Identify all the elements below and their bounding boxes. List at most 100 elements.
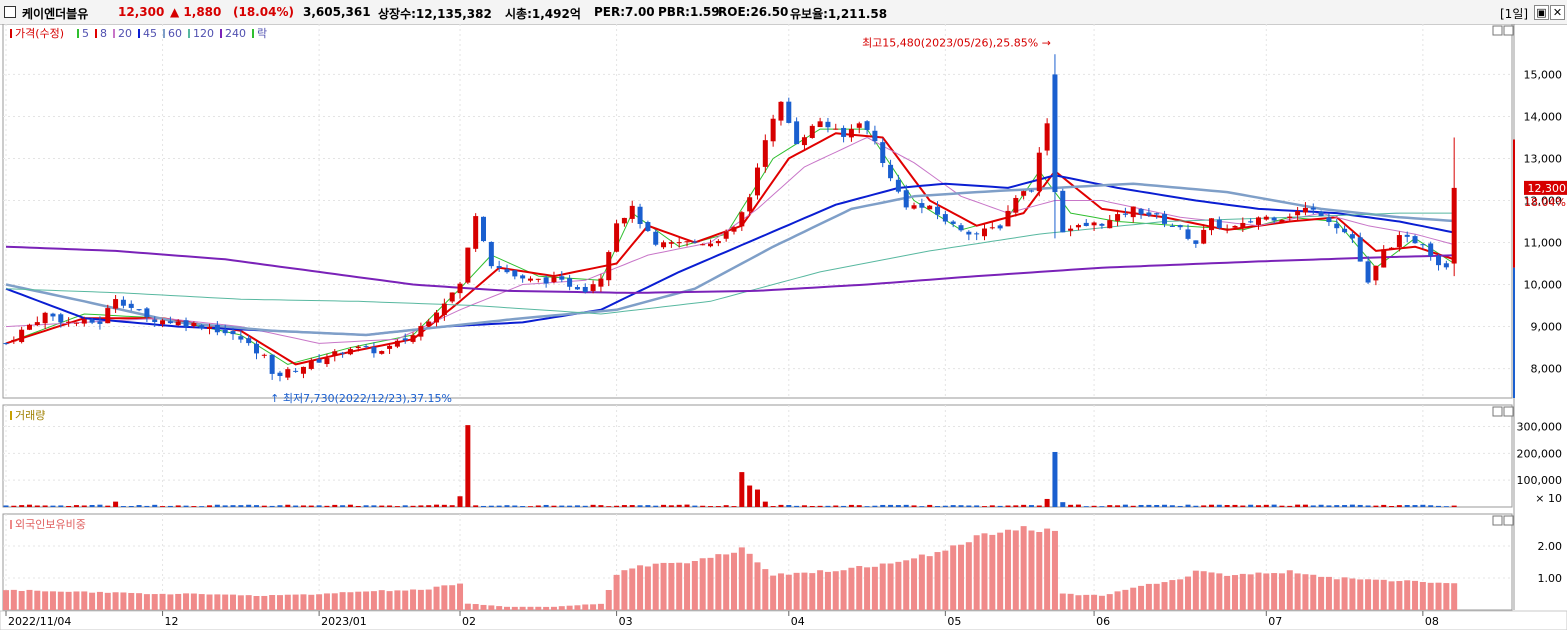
period-button[interactable]: [1일] [1500,7,1529,21]
foreign-bar [1169,580,1176,610]
volume-bar [692,505,698,507]
candle-body [50,313,56,317]
foreign-bar [1263,573,1270,610]
volume-bar [919,506,925,507]
candle-body [81,319,87,324]
x-tick-label: 02 [462,615,476,628]
volume-bar [1279,505,1285,507]
volume-bar [1036,505,1042,507]
volume-bar [825,505,831,507]
foreign-bar [1122,589,1129,610]
candle-body [927,205,933,210]
foreign-bar [1098,595,1105,610]
candle-body [340,352,346,354]
legend-label: 45 [143,27,157,40]
volume-bar [3,505,9,507]
candle-body [942,214,948,222]
stock-chart: 15,000 14,000 13,000 12,000 11,000 10,000 9,00… [0,24,1567,630]
foreign-bar [253,595,260,610]
volume-bar [653,505,659,507]
foreign-bar [950,545,957,610]
volume-bar [1443,506,1449,507]
foreign-bar [1318,576,1325,610]
volume-bar [1349,504,1355,507]
volume-bar [246,504,252,507]
foreign-bar [676,562,683,610]
foreign-bar [206,594,213,610]
foreign-bar [871,566,878,610]
volume-bar [535,505,541,507]
volume-bar [1209,504,1215,507]
candle-body [833,128,839,130]
foreign-bar [1091,594,1098,610]
volume-bar [199,506,205,507]
candle-body [762,140,768,167]
volume-bar [465,425,471,507]
volume-bar [441,504,447,507]
candle-body [1342,228,1348,233]
volume-bar [1255,505,1261,507]
foreign-bar [1200,571,1207,610]
price-tick-label: 10,000 [1524,279,1563,292]
candle-body [66,321,72,323]
volume-bar [567,505,573,507]
foreign-bar [731,552,737,610]
foreign-bar [1380,579,1387,610]
candle-body [778,101,784,121]
volume-bar [89,504,95,507]
foreign-bar [198,594,205,610]
volume-bar [152,504,158,507]
candle-body [582,286,588,293]
candle-body [888,164,894,179]
volume-bar [1342,505,1348,507]
volume-bar [1404,505,1410,507]
foreign-bar [347,592,354,610]
candle-body [1177,225,1183,228]
candle-body [801,137,807,146]
candle-body [1162,214,1168,224]
trade-volume: 3,605,361 [303,5,371,19]
candle-body [191,323,197,327]
foreign-bar [159,593,166,610]
volume-bar [1436,505,1442,507]
candle-body [1193,240,1199,244]
volume-bar [261,505,267,507]
volume-bar [950,505,956,507]
foreign-bar [566,605,573,610]
foreign-bar [464,603,471,610]
candle-body [207,326,213,329]
candle-body [715,241,721,244]
foreign-bar [973,535,980,610]
price-panel [2,24,1513,399]
volume-bar [559,505,565,507]
candle-body [120,299,126,306]
candle-body [105,308,111,324]
volume-bar [1295,504,1301,507]
foreign-bar [425,589,432,610]
foreign-bar [746,553,753,610]
foreign-bar [339,592,346,610]
candle-body [817,121,823,128]
candle-body [402,338,408,341]
legend-swatch [188,29,190,38]
x-tick-label: 06 [1096,615,1110,628]
restore-icon[interactable]: ▣ [1534,5,1549,20]
candle-body [895,179,901,192]
candle-body [465,247,471,283]
volume-bar [58,505,64,507]
foreign-bar [120,592,127,610]
candle-body [1185,229,1191,239]
volume-bar [942,505,948,507]
volume-bar [473,505,479,507]
volume-bar [1068,504,1074,507]
volume-bar [113,501,119,507]
volume-bar [880,504,886,507]
select-checkbox[interactable] [4,6,16,18]
candle-body [1318,211,1324,216]
volume-tick-label: 200,000 [1517,447,1563,460]
volume-bar [848,504,854,507]
close-icon[interactable]: ✕ [1550,5,1565,20]
foreign-bar [558,606,565,610]
foreign-bar [112,592,119,610]
candle-body [1075,225,1081,228]
